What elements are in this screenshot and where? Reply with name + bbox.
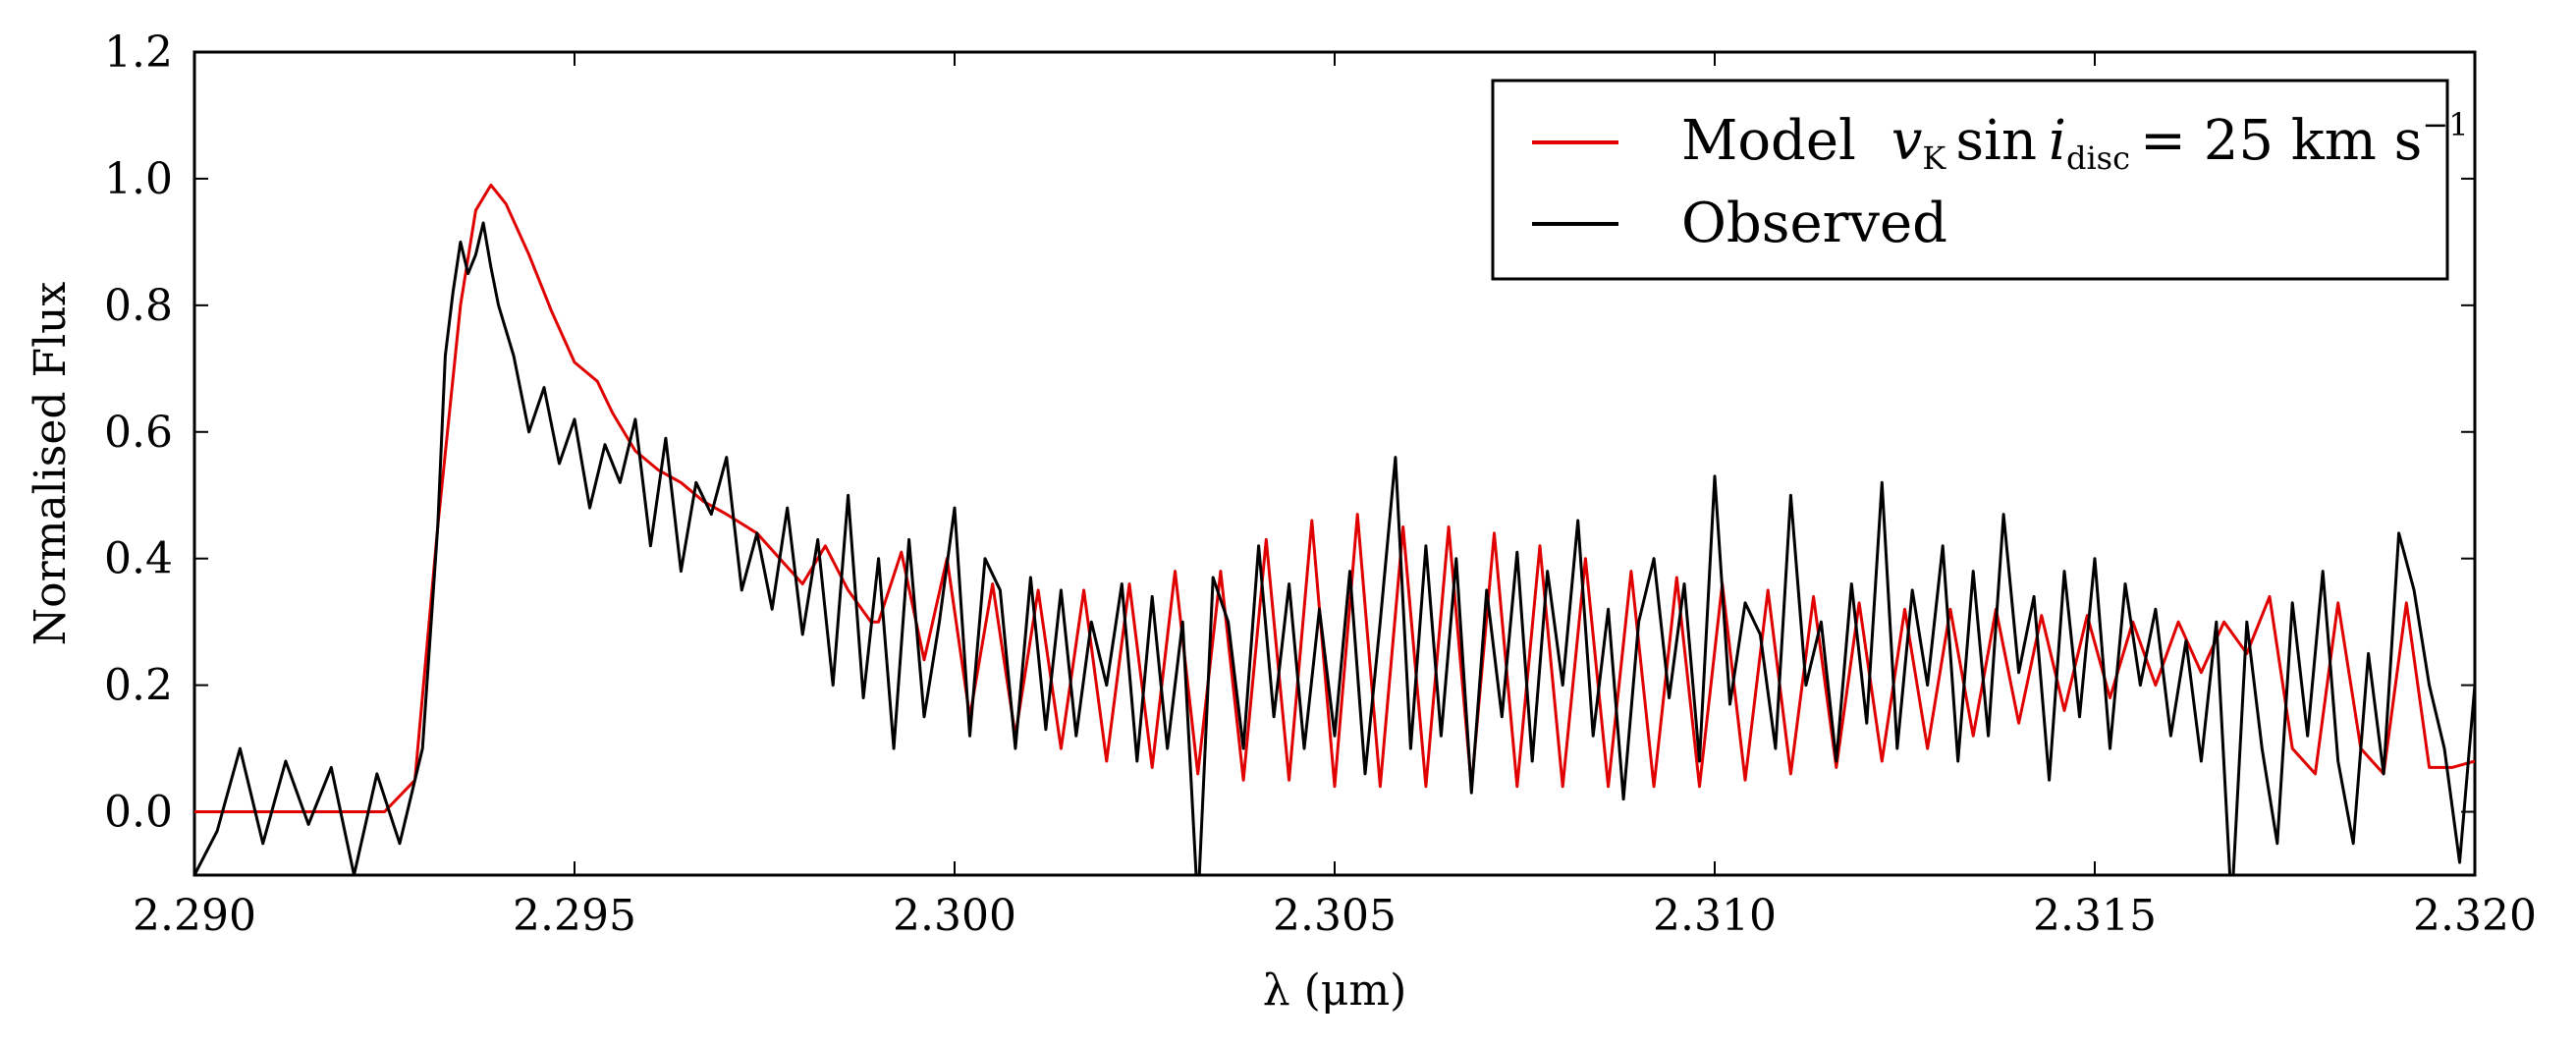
legend-model-label: Model vK sin idisc = 25 km s−1	[1681, 106, 2469, 177]
x-axis-ticks: 2.290 2.295 2.300 2.305 2.310 2.315 2.320	[133, 52, 2537, 941]
x-tick-label: 2.295	[513, 891, 636, 941]
y-tick-label: 1.0	[104, 154, 173, 204]
y-axis-title: Normalised Flux	[26, 281, 76, 645]
y-tick-label: 0.6	[104, 408, 173, 458]
y-tick-label: 1.2	[104, 28, 173, 78]
legend-box	[1491, 79, 2449, 281]
x-tick-label: 2.310	[1653, 891, 1777, 941]
x-tick-label: 2.320	[2413, 891, 2537, 941]
x-tick-label: 2.290	[133, 891, 256, 941]
x-tick-label: 2.305	[1273, 891, 1397, 941]
y-tick-label: 0.0	[104, 788, 173, 838]
legend-model-prefix: Model	[1681, 109, 1856, 173]
x-tick-label: 2.315	[2033, 891, 2157, 941]
legend-observed-label: Observed	[1681, 192, 1947, 255]
y-axis-ticks: 0.0 0.2 0.4 0.6 0.8 1.0 1.2	[104, 28, 2475, 838]
y-tick-label: 0.4	[104, 534, 173, 584]
x-tick-label: 2.300	[893, 891, 1016, 941]
series-observed-line	[194, 221, 2475, 875]
y-tick-label: 0.2	[104, 661, 173, 711]
series-layer	[194, 183, 2475, 875]
x-axis-title: λ (μm)	[1263, 965, 1407, 1016]
y-tick-label: 0.8	[104, 281, 173, 331]
legend: Model vK sin idisc = 25 km s−1 Observed	[1491, 79, 2469, 281]
